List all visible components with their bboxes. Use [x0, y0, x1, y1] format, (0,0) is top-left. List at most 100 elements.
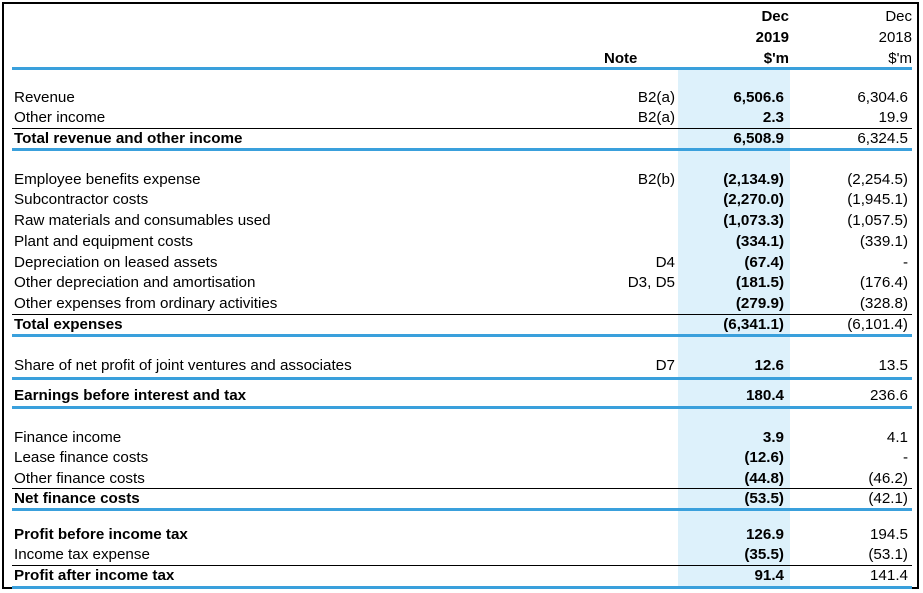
row-note: D3, D5 [627, 274, 675, 291]
value-2018: 13.5 [878, 357, 908, 374]
table-row: Other expenses from ordinary activities (… [14, 294, 912, 314]
value-2019: 6,508.9 [733, 130, 784, 147]
current-year-column-highlight [678, 70, 790, 588]
table-row: Raw materials and consumables used (1,073… [14, 211, 912, 231]
value-2019: (35.5) [744, 546, 784, 563]
row-label: Other income [14, 109, 106, 126]
table-row: Other finance costs (44.8) (46.2) [14, 469, 912, 489]
value-2018: (2,254.5) [847, 171, 908, 188]
value-2019: (67.4) [744, 254, 784, 271]
table-row: Finance income 3.9 4.1 [14, 428, 912, 448]
value-2019: (181.5) [735, 274, 784, 291]
table-row: Subcontractor costs (2,270.0) (1,945.1) [14, 190, 912, 210]
section-rule [12, 508, 912, 511]
row-note: D7 [655, 357, 675, 374]
value-2019: (2,134.9) [723, 171, 784, 188]
value-2019: (53.5) [744, 490, 784, 507]
value-2018: (42.1) [868, 490, 908, 507]
section-rule [12, 377, 912, 380]
value-2018: 19.9 [878, 109, 908, 126]
subtotal-rule [12, 314, 912, 315]
value-2018: (53.1) [868, 546, 908, 563]
row-label: Revenue [14, 89, 75, 106]
value-2019: 2.3 [762, 109, 784, 126]
table-row: Employee benefits expense B2(b) (2,134.9) (… [14, 170, 912, 190]
value-2018: 141.4 [869, 567, 908, 584]
row-label: Other expenses from ordinary activities [14, 295, 278, 312]
value-2019: (12.6) [744, 449, 784, 466]
value-2019: 180.4 [745, 387, 784, 404]
value-2019: 126.9 [745, 526, 784, 543]
value-2019: (2,270.0) [723, 191, 784, 208]
table-row: Other depreciation and amortisation D3, D… [14, 273, 912, 293]
value-2018: - [902, 449, 908, 466]
col2018-header-line3: $'m [888, 50, 912, 67]
table-row: Profit before income tax 126.9 194.5 [14, 525, 912, 545]
col2019-header-line1: Dec [761, 8, 789, 25]
col2018-header-line2: 2018 [878, 29, 912, 46]
value-2018: 4.1 [886, 429, 908, 446]
row-label: Other depreciation and amortisation [14, 274, 256, 291]
row-label: Other finance costs [14, 470, 145, 487]
value-2019: 3.9 [762, 429, 784, 446]
table-row: Other income B2(a) 2.3 19.9 [14, 108, 912, 128]
section-rule [12, 334, 912, 337]
subtotal-rule [12, 565, 912, 566]
value-2019: (279.9) [735, 295, 784, 312]
section-rule [12, 406, 912, 409]
value-2018: (6,101.4) [847, 316, 908, 333]
value-2018: 194.5 [869, 526, 908, 543]
value-2018: 6,304.6 [857, 89, 908, 106]
row-label: Income tax expense [14, 546, 150, 563]
row-label: Raw materials and consumables used [14, 212, 271, 229]
table-row: Profit after income tax 91.4 141.4 [14, 566, 912, 586]
section-rule [12, 148, 912, 151]
table-row: Income tax expense (35.5) (53.1) [14, 545, 912, 565]
row-note: B2(a) [637, 109, 675, 126]
row-label: Profit before income tax [14, 526, 188, 543]
value-2018: (328.8) [859, 295, 908, 312]
row-label: Depreciation on leased assets [14, 254, 218, 271]
value-2019: (6,341.1) [723, 316, 784, 333]
value-2019: (44.8) [744, 470, 784, 487]
row-note: D4 [655, 254, 675, 271]
header-rule [12, 67, 912, 70]
subtotal-rule [12, 128, 912, 129]
value-2018: (46.2) [868, 470, 908, 487]
col2018-header-line1: Dec [885, 8, 912, 25]
value-2019: (1,073.3) [723, 212, 784, 229]
row-label: Profit after income tax [14, 567, 175, 584]
row-label: Total expenses [14, 316, 123, 333]
row-label: Employee benefits expense [14, 171, 201, 188]
value-2018: - [902, 254, 908, 271]
table-row: Depreciation on leased assets D4 (67.4) - [14, 253, 912, 273]
col2019-header-line2: 2019 [755, 29, 789, 46]
table-row: Plant and equipment costs (334.1) (339.1) [14, 232, 912, 252]
table-row: Total revenue and other income 6,508.9 6,3… [14, 129, 912, 149]
row-label: Total revenue and other income [14, 130, 243, 147]
note-column-header: Note [604, 50, 638, 67]
row-label: Subcontractor costs [14, 191, 149, 208]
value-2019: 12.6 [754, 357, 784, 374]
value-2019: 6,506.6 [733, 89, 784, 106]
row-note: B2(a) [637, 89, 675, 106]
value-2018: (1,057.5) [847, 212, 908, 229]
table-row: Share of net profit of joint ventures an… [14, 356, 912, 376]
row-label: Earnings before interest and tax [14, 387, 247, 404]
table-row: Net finance costs (53.5) (42.1) [14, 489, 912, 509]
section-rule [12, 586, 912, 589]
col2019-header-line3: $'m [763, 50, 789, 67]
value-2018: 236.6 [869, 387, 908, 404]
row-label: Lease finance costs [14, 449, 149, 466]
row-label: Share of net profit of joint ventures an… [14, 357, 352, 374]
table-row: Total expenses (6,341.1) (6,101.4) [14, 315, 912, 335]
table-row: Revenue B2(a) 6,506.6 6,304.6 [14, 88, 912, 108]
value-2018: (339.1) [859, 233, 908, 250]
table-row: Lease finance costs (12.6) - [14, 448, 912, 468]
value-2018: (1,945.1) [847, 191, 908, 208]
value-2019: (334.1) [735, 233, 784, 250]
subtotal-rule [12, 488, 912, 489]
row-label: Finance income [14, 429, 122, 446]
row-note: B2(b) [637, 171, 675, 188]
value-2019: 91.4 [754, 567, 784, 584]
